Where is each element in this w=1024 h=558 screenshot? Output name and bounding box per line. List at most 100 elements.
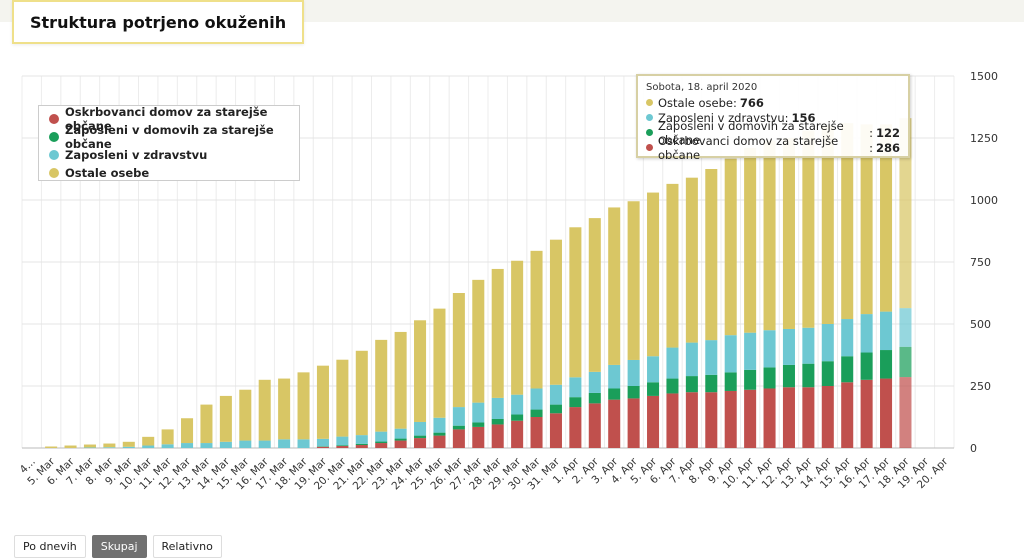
bar-segment[interactable] xyxy=(588,403,601,448)
bar-segment[interactable] xyxy=(782,387,795,448)
bar-segment[interactable] xyxy=(685,392,698,448)
bar-segment[interactable] xyxy=(841,319,854,357)
bar-segment[interactable] xyxy=(219,441,232,448)
bar-segment[interactable] xyxy=(161,444,174,448)
bar-segment[interactable] xyxy=(375,431,388,442)
bar-segment[interactable] xyxy=(880,311,893,351)
bar-segment[interactable] xyxy=(511,420,524,448)
bar-segment[interactable] xyxy=(200,443,213,448)
cumulative-button[interactable]: Skupaj xyxy=(91,535,147,558)
bar-segment[interactable] xyxy=(181,443,194,448)
bar-segment[interactable] xyxy=(569,227,582,378)
bar-segment[interactable] xyxy=(802,387,815,448)
bar-segment[interactable] xyxy=(181,418,194,444)
bar-segment[interactable] xyxy=(375,443,388,448)
bar-segment[interactable] xyxy=(744,389,757,448)
bar-segment[interactable] xyxy=(763,367,776,389)
legend-item[interactable]: Oskrbovanci domov za starejše občane xyxy=(49,105,289,133)
bar-segment[interactable] xyxy=(239,440,252,448)
bar-segment[interactable] xyxy=(899,346,912,378)
bar-segment[interactable] xyxy=(627,398,640,448)
bar-segment[interactable] xyxy=(647,192,660,357)
bar-segment[interactable] xyxy=(258,379,271,441)
bar-segment[interactable] xyxy=(647,356,660,383)
bar-segment[interactable] xyxy=(627,201,640,360)
bar-segment[interactable] xyxy=(297,439,310,448)
bar-segment[interactable] xyxy=(511,394,524,415)
bar-segment[interactable] xyxy=(724,335,737,373)
legend-item[interactable]: Ostale osebe xyxy=(49,164,289,182)
bar-segment[interactable] xyxy=(763,330,776,368)
bar-segment[interactable] xyxy=(627,386,640,399)
bar-segment[interactable] xyxy=(472,402,485,423)
bar-segment[interactable] xyxy=(782,364,795,388)
bar-segment[interactable] xyxy=(821,361,834,386)
bar-segment[interactable] xyxy=(647,395,660,448)
bar-segment[interactable] xyxy=(588,371,601,393)
bar-segment[interactable] xyxy=(103,443,116,448)
bar-segment[interactable] xyxy=(511,260,524,395)
bar-segment[interactable] xyxy=(880,350,893,379)
bar-segment[interactable] xyxy=(724,372,737,391)
bar-segment[interactable] xyxy=(666,183,679,348)
bar-segment[interactable] xyxy=(821,125,834,324)
bar-segment[interactable] xyxy=(880,124,893,312)
bar-segment[interactable] xyxy=(841,123,854,320)
bar-segment[interactable] xyxy=(860,314,873,353)
bar-segment[interactable] xyxy=(103,447,116,448)
bar-segment[interactable] xyxy=(472,279,485,403)
bar-segment[interactable] xyxy=(821,324,834,362)
bar-segment[interactable] xyxy=(841,356,854,383)
bar-segment[interactable] xyxy=(763,388,776,448)
bar-segment[interactable] xyxy=(782,138,795,329)
bar-segment[interactable] xyxy=(316,446,329,447)
bar-segment[interactable] xyxy=(569,377,582,398)
bar-segment[interactable] xyxy=(200,404,213,444)
per-day-button[interactable]: Po dnevih xyxy=(14,535,86,558)
bar-segment[interactable] xyxy=(316,365,329,439)
bar-segment[interactable] xyxy=(491,397,504,419)
bar-segment[interactable] xyxy=(860,352,873,380)
bar-segment[interactable] xyxy=(841,382,854,448)
bar-segment[interactable] xyxy=(744,332,757,370)
bar-segment[interactable] xyxy=(569,397,582,408)
bar-segment[interactable] xyxy=(549,404,562,414)
bar-segment[interactable] xyxy=(355,445,368,448)
bar-segment[interactable] xyxy=(239,389,252,441)
bar-segment[interactable] xyxy=(744,147,757,333)
bar-segment[interactable] xyxy=(802,363,815,388)
bar-segment[interactable] xyxy=(394,331,407,429)
bar-segment[interactable] xyxy=(802,130,815,328)
bar-segment[interactable] xyxy=(588,392,601,404)
bar-segment[interactable] xyxy=(530,388,543,410)
bar-segment[interactable] xyxy=(375,441,388,444)
bar-segment[interactable] xyxy=(666,378,679,394)
bar-segment[interactable] xyxy=(608,399,621,448)
bar-segment[interactable] xyxy=(433,308,446,418)
relative-button[interactable]: Relativno xyxy=(152,535,222,558)
bar-segment[interactable] xyxy=(608,207,621,365)
bar-segment[interactable] xyxy=(549,413,562,448)
bar-segment[interactable] xyxy=(569,407,582,448)
bar-segment[interactable] xyxy=(433,432,446,436)
bar-segment[interactable] xyxy=(899,377,912,448)
bar-segment[interactable] xyxy=(45,446,58,448)
bar-segment[interactable] xyxy=(452,429,465,448)
bar-segment[interactable] xyxy=(336,436,349,446)
bar-segment[interactable] xyxy=(705,392,718,448)
bar-segment[interactable] xyxy=(297,372,310,440)
bar-segment[interactable] xyxy=(122,446,135,448)
bar-segment[interactable] xyxy=(64,445,77,448)
bar-segment[interactable] xyxy=(414,320,427,422)
bar-segment[interactable] xyxy=(142,445,155,448)
bar-segment[interactable] xyxy=(452,425,465,430)
bar-segment[interactable] xyxy=(414,438,427,448)
bar-segment[interactable] xyxy=(414,421,427,436)
bar-segment[interactable] xyxy=(491,268,504,398)
legend-item[interactable]: Zaposleni v zdravstvu xyxy=(49,146,289,164)
bar-segment[interactable] xyxy=(336,445,349,447)
bar-segment[interactable] xyxy=(394,438,407,441)
bar-segment[interactable] xyxy=(647,382,660,396)
bar-segment[interactable] xyxy=(685,177,698,343)
bar-segment[interactable] xyxy=(685,342,698,377)
